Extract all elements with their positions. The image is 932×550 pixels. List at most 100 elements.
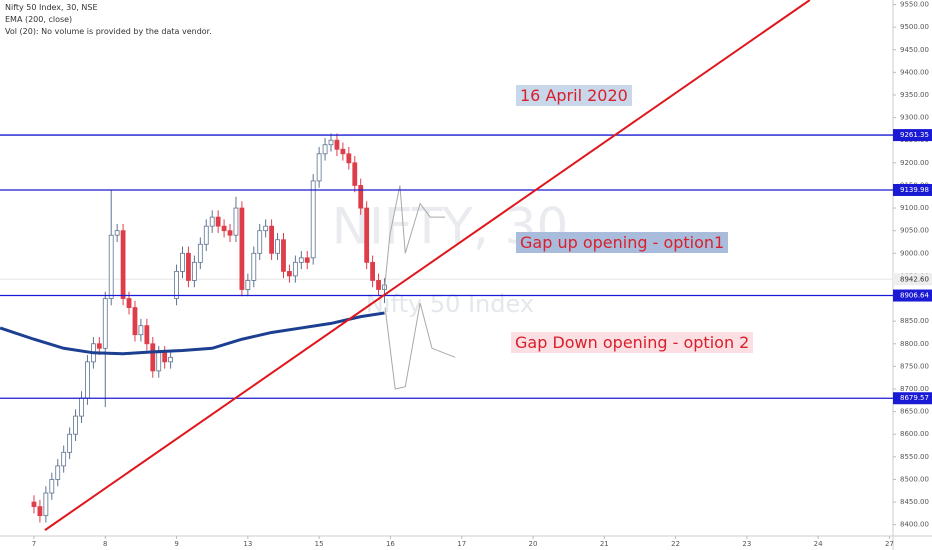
candle-body	[61, 451, 67, 467]
candle-body	[79, 397, 84, 417]
candle-body	[358, 185, 364, 209]
y-tick-label: 8550.00	[900, 453, 929, 461]
candle-body	[144, 325, 150, 345]
candle-body	[376, 280, 381, 290]
x-tick-label: 24	[814, 540, 823, 548]
x-tick-label: 16	[386, 540, 395, 548]
candle-body	[245, 280, 251, 290]
candle-body	[49, 479, 55, 494]
level-box	[893, 289, 932, 302]
candle-body	[298, 257, 304, 263]
candle-body	[180, 252, 185, 272]
x-tick-label: 15	[315, 540, 324, 548]
plot-area	[0, 0, 893, 531]
candle-body	[304, 257, 310, 263]
candle-body	[197, 243, 203, 263]
axes: 8400.00 8450.00 8500.00 8550.00 8600.00 8650.…	[32, 1, 932, 548]
y-tick-label: 8650.00	[900, 408, 929, 416]
x-tick-label: 17	[457, 540, 466, 548]
candle-body	[269, 225, 275, 254]
candle-body	[108, 234, 114, 299]
y-tick-label: 9100.00	[900, 204, 929, 212]
level-label: 8906.64	[900, 292, 929, 300]
y-tick-label: 8800.00	[900, 340, 929, 348]
candle-body	[239, 207, 245, 290]
projection-line	[384, 302, 456, 390]
candle-body	[102, 298, 108, 349]
level-label: 9139.98	[900, 186, 929, 194]
y-tick-label: 9500.00	[900, 23, 929, 31]
annotation: Gap up opening - option1	[516, 232, 729, 253]
candle-body	[233, 207, 239, 236]
indicator-label: Vol (20): No volume is provided by the d…	[5, 27, 212, 36]
candle-body	[191, 261, 197, 281]
y-tick-label: 8850.00	[900, 317, 929, 325]
candle-body	[73, 415, 78, 435]
candle-body	[120, 230, 126, 299]
x-tick-label: 20	[529, 540, 538, 548]
candle-body	[156, 352, 162, 372]
indicator-label: EMA (200, close)	[5, 15, 73, 24]
candle-body	[340, 148, 346, 155]
candle-body	[150, 343, 156, 372]
last-price-label: 8942.60	[900, 275, 929, 283]
candle-body	[322, 144, 328, 155]
candle-body	[43, 492, 49, 517]
x-tick-label: 9	[174, 540, 178, 548]
annotation: Gap Down opening - option 2	[511, 332, 754, 353]
candle-body	[316, 153, 322, 182]
candle-body	[186, 252, 191, 281]
candle-body	[132, 307, 138, 336]
x-tick-label: 7	[32, 540, 36, 548]
candle-body	[334, 139, 340, 150]
candle-body	[364, 207, 370, 263]
watermark-sub: Nifty 50 Index	[366, 290, 534, 318]
x-tick-label: 8	[103, 540, 107, 548]
candle-body	[292, 261, 298, 277]
y-tick-label: 8700.00	[900, 385, 929, 393]
candle-body	[126, 298, 132, 308]
y-tick-label: 8600.00	[900, 430, 929, 438]
symbol-title: Nifty 50 Index, 30, NSE	[5, 3, 98, 12]
y-tick-label: 9200.00	[900, 159, 929, 167]
candle-body	[227, 230, 233, 236]
candle-body	[174, 270, 179, 299]
candle-body	[352, 162, 358, 186]
candle-body	[138, 325, 144, 336]
candle-body	[310, 180, 316, 259]
y-tick-label: 9300.00	[900, 114, 929, 122]
candle-body	[251, 252, 257, 281]
y-tick-label: 9550.00	[900, 1, 929, 9]
level-box	[893, 183, 932, 196]
candle-body	[203, 225, 209, 245]
candle-body	[346, 153, 352, 164]
candle-body	[215, 216, 221, 227]
projection-line	[383, 185, 446, 290]
candle-body	[263, 225, 269, 232]
candle-body	[162, 352, 168, 363]
candle-body	[287, 270, 292, 277]
level-box	[893, 129, 932, 142]
x-tick-label: 13	[243, 540, 252, 548]
candle-body	[37, 506, 43, 517]
candle-body	[96, 343, 102, 349]
y-tick-label: 8750.00	[900, 362, 929, 370]
y-tick-label: 8450.00	[900, 498, 929, 506]
candle-body	[209, 216, 215, 227]
candle-body	[221, 225, 227, 232]
candle-body	[370, 261, 375, 281]
candle-body	[85, 361, 90, 399]
y-tick-label: 8500.00	[900, 475, 929, 483]
candle-body	[257, 230, 263, 254]
y-tick-label: 9000.00	[900, 249, 929, 257]
candle-body	[55, 465, 61, 480]
last-price-box	[893, 273, 932, 286]
candle-body	[281, 239, 286, 272]
candle-body	[168, 356, 174, 363]
x-tick-label: 27	[885, 540, 894, 548]
y-tick-label: 9450.00	[900, 46, 929, 54]
y-tick-label: 9050.00	[900, 227, 929, 235]
level-label: 8679.57	[900, 394, 929, 402]
